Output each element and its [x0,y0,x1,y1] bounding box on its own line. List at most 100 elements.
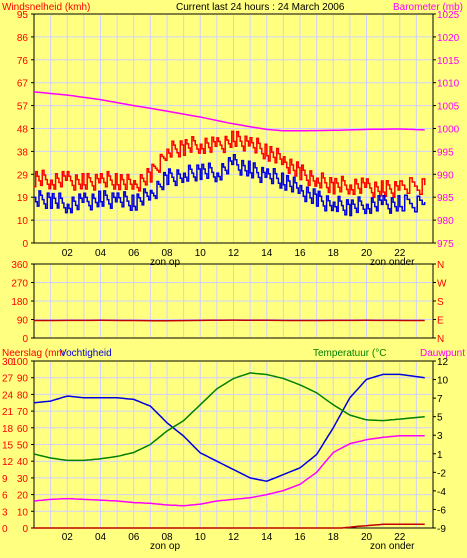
y-right-tick-label: S [437,297,444,308]
y-left-tick-label: 29 [17,170,29,181]
y-left-tick-label: 20 [17,491,29,502]
y-left-tick-label: 60 [17,424,29,435]
y-right-tick-label: 990 [437,170,454,181]
y-right-tick-label: E [437,316,444,327]
x-tick-label: 08 [161,248,173,259]
y-left2-tick-label: 15 [2,441,14,452]
y-right-tick-label: 3 [437,431,443,442]
y-left-tick-label: 100 [11,357,28,368]
sunset-label-1: zon onder [370,257,415,268]
series-line-darkred [34,319,425,322]
x-tick-label: 12 [228,248,240,259]
sunrise-label-1: zon op [150,257,180,268]
y-right-tick-label: 10 [437,376,449,387]
y-right-tick-label: N [437,260,444,271]
temperature-label: Temperatuur (°C [313,348,386,359]
header-left: Windsnelheid (kmh) [2,2,90,13]
x-tick-label: 04 [95,532,107,543]
series-line-green [33,372,425,462]
x-tick-label: 02 [62,532,74,543]
y-left-tick-label: 360 [11,260,28,271]
x-tick-label: 06 [128,532,140,543]
x-tick-label: 16 [294,532,306,543]
series-line-darkred [34,523,425,529]
y-right-tick-label: N [437,334,444,345]
y-left2-tick-label: 21 [2,407,14,418]
x-tick-label: 08 [161,532,173,543]
y-right-tick-label: 1 [437,450,443,461]
y-left-tick-label: 57 [17,102,29,113]
y-left-tick-label: 40 [17,457,29,468]
y-left-tick-label: 76 [17,56,29,67]
series-line-red [34,130,426,198]
y-right-tick-label: 995 [437,147,454,158]
y-left2-tick-label: 6 [2,491,8,502]
y-right-tick-label: 980 [437,216,454,227]
x-tick-label: 10 [195,532,207,543]
y-right-tick-label: 7 [437,394,443,405]
x-tick-label: 12 [228,532,240,543]
x-tick-label: 18 [328,532,340,543]
y-right-tick-label: 1025 [437,10,460,21]
y-left-tick-label: 30 [17,474,29,485]
chart-layer: 9586766757483829191001025102010151010100… [2,10,460,543]
y-right-tick-label: 1015 [437,56,460,67]
x-tick-label: 22 [394,248,406,259]
y-left2-tick-label: 24 [2,390,14,401]
series-line-magenta [33,435,425,507]
x-tick-label: 16 [294,248,306,259]
x-tick-label: 02 [62,248,74,259]
y-left2-tick-label: 0 [2,524,8,535]
y-left-tick-label: 95 [17,10,29,21]
y-left-tick-label: 90 [17,316,29,327]
y-left-tick-label: 86 [17,33,29,44]
y-right-tick-label: 1005 [437,102,460,113]
y-right-tick-label: 5 [437,413,443,424]
y-left-tick-label: 50 [17,441,29,452]
y-left-tick-label: 0 [22,334,28,345]
y-left2-tick-label: 30 [2,357,14,368]
y-right-tick-label: W [437,279,447,290]
y-right-tick-label: 1020 [437,33,460,44]
x-tick-label: 18 [328,248,340,259]
y-left-tick-label: 10 [17,507,29,518]
x-tick-label: 20 [361,532,373,543]
y-right-tick-label: -2 [437,468,446,479]
header-center: Current last 24 hours : 24 March 2006 [176,2,345,13]
x-tick-label: 20 [361,248,373,259]
series-line-blue [34,154,426,217]
y-left-tick-label: 67 [17,79,29,90]
y-left-tick-label: 90 [17,374,29,385]
dewpoint-label: Dauwpunt [420,348,465,359]
y-right-tick-label: 1000 [437,125,460,136]
y-left-tick-label: 270 [11,279,28,290]
y-right-tick-label: 985 [437,193,454,204]
humidity-label: Vochtigheid [60,348,112,359]
y-right-tick-label: 12 [437,357,449,368]
y-left2-tick-label: 9 [2,474,8,485]
x-tick-label: 14 [261,248,273,259]
x-tick-label: 04 [95,248,107,259]
y-right-tick-label: -6 [437,505,446,516]
y-left-tick-label: 70 [17,407,29,418]
y-left2-tick-label: 3 [2,507,8,518]
y-left-tick-label: 0 [22,239,28,250]
x-tick-label: 10 [195,248,207,259]
y-left2-tick-label: 18 [2,424,14,435]
series-line-blue [33,373,425,482]
series-line-magenta [33,91,425,132]
x-tick-label: 06 [128,248,140,259]
y-left-tick-label: 0 [22,524,28,535]
x-tick-label: 22 [394,532,406,543]
sunset-label-2: zon onder [370,541,415,552]
rain-label: Neerslag (mm [2,348,65,359]
y-left-tick-label: 19 [17,193,29,204]
y-right-tick-label: 1010 [437,79,460,90]
y-left-tick-label: 80 [17,390,29,401]
y-right-tick-label: -4 [437,487,446,498]
y-left2-tick-label: 12 [2,457,14,468]
y-left-tick-label: 48 [17,125,29,136]
y-left-tick-label: 10 [17,216,29,227]
y-right-tick-label: 975 [437,239,454,250]
